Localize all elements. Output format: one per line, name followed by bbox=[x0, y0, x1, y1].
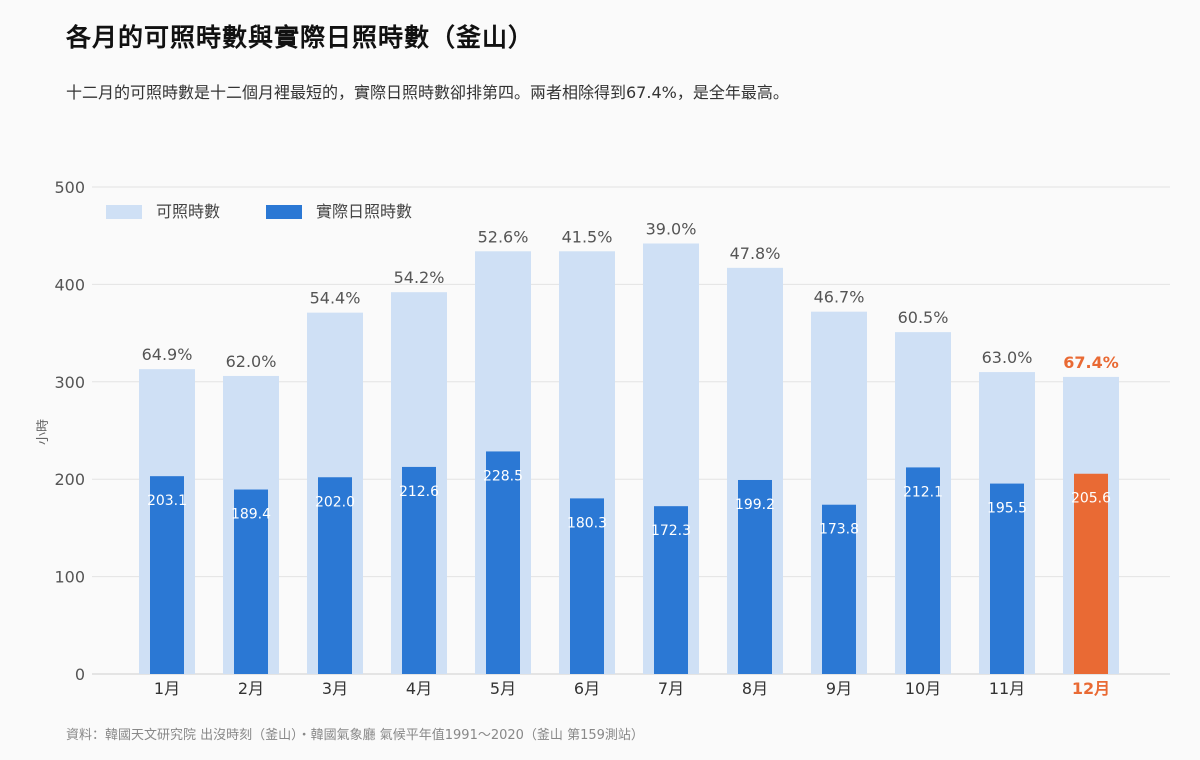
x-tick-label: 5月 bbox=[490, 679, 516, 698]
y-tick-label: 200 bbox=[54, 470, 85, 489]
x-tick-label: 7月 bbox=[658, 679, 684, 698]
bar-actual-hours bbox=[150, 476, 184, 674]
value-label: 212.1 bbox=[903, 484, 943, 500]
x-tick-label: 2月 bbox=[238, 679, 264, 698]
legend-swatch-possible bbox=[106, 205, 142, 219]
bar-actual-hours bbox=[486, 451, 520, 674]
bar-actual-hours bbox=[318, 477, 352, 674]
ratio-label: 67.4% bbox=[1063, 353, 1119, 372]
ratio-label: 64.9% bbox=[142, 345, 193, 364]
x-tick-label: 6月 bbox=[574, 679, 600, 698]
x-tick-label: 1月 bbox=[154, 679, 180, 698]
legend-label-possible: 可照時數 bbox=[156, 202, 220, 221]
x-tick-label: 9月 bbox=[826, 679, 852, 698]
bar-actual-hours bbox=[1074, 473, 1108, 674]
value-label: 173.8 bbox=[819, 522, 859, 538]
bar-actual-hours bbox=[990, 483, 1024, 674]
y-tick-label: 0 bbox=[75, 665, 85, 684]
value-label: 203.1 bbox=[147, 493, 187, 509]
source-note: 資料：韓國天文研究院 出沒時刻（釜山）・韓國氣象廳 氣候平年值1991～2020… bbox=[66, 728, 644, 743]
value-label: 205.6 bbox=[1071, 491, 1111, 507]
legend-label-actual: 實際日照時數 bbox=[316, 202, 412, 221]
value-label: 195.5 bbox=[987, 501, 1027, 517]
y-tick-label: 400 bbox=[54, 275, 85, 294]
chart-subtitle: 十二月的可照時數是十二個月裡最短的，實際日照時數卻排第四。兩者相除得到67.4%… bbox=[66, 83, 789, 102]
y-axis-label: 小時 bbox=[36, 419, 51, 445]
ratio-label: 47.8% bbox=[730, 244, 781, 263]
ratio-label: 41.5% bbox=[562, 227, 613, 246]
ratio-label: 54.4% bbox=[310, 289, 361, 308]
chart-title: 各月的可照時數與實際日照時數（釜山） bbox=[66, 23, 535, 52]
y-tick-label: 500 bbox=[54, 178, 85, 197]
bar-actual-hours bbox=[402, 466, 436, 674]
bar-actual-hours bbox=[570, 498, 604, 674]
bar-actual-hours bbox=[654, 506, 688, 674]
bar-actual-hours bbox=[234, 489, 268, 674]
bar-actual-hours bbox=[822, 504, 856, 674]
ratio-label: 63.0% bbox=[982, 348, 1033, 367]
value-label: 212.6 bbox=[399, 484, 439, 500]
ratio-label: 52.6% bbox=[478, 227, 529, 246]
ratio-label: 62.0% bbox=[226, 352, 277, 371]
ratio-label: 54.2% bbox=[394, 268, 445, 287]
value-label: 202.0 bbox=[315, 494, 355, 510]
value-label: 180.3 bbox=[567, 515, 607, 531]
x-tick-label: 10月 bbox=[905, 679, 941, 698]
x-tick-label: 11月 bbox=[989, 679, 1025, 698]
y-tick-label: 300 bbox=[54, 373, 85, 392]
y-tick-label: 100 bbox=[54, 568, 85, 587]
bar-actual-hours bbox=[738, 479, 772, 674]
value-label: 189.4 bbox=[231, 507, 271, 523]
value-label: 228.5 bbox=[483, 468, 523, 484]
x-tick-label: 3月 bbox=[322, 679, 348, 698]
x-tick-label: 4月 bbox=[406, 679, 432, 698]
x-tick-label: 12月 bbox=[1072, 679, 1110, 698]
ratio-label: 60.5% bbox=[898, 308, 949, 327]
value-label: 199.2 bbox=[735, 497, 775, 513]
legend-swatch-actual bbox=[266, 205, 302, 219]
ratio-label: 39.0% bbox=[646, 219, 697, 238]
bar-actual-hours bbox=[906, 467, 940, 674]
x-tick-label: 8月 bbox=[742, 679, 768, 698]
value-label: 172.3 bbox=[651, 523, 691, 539]
ratio-label: 46.7% bbox=[814, 288, 865, 307]
